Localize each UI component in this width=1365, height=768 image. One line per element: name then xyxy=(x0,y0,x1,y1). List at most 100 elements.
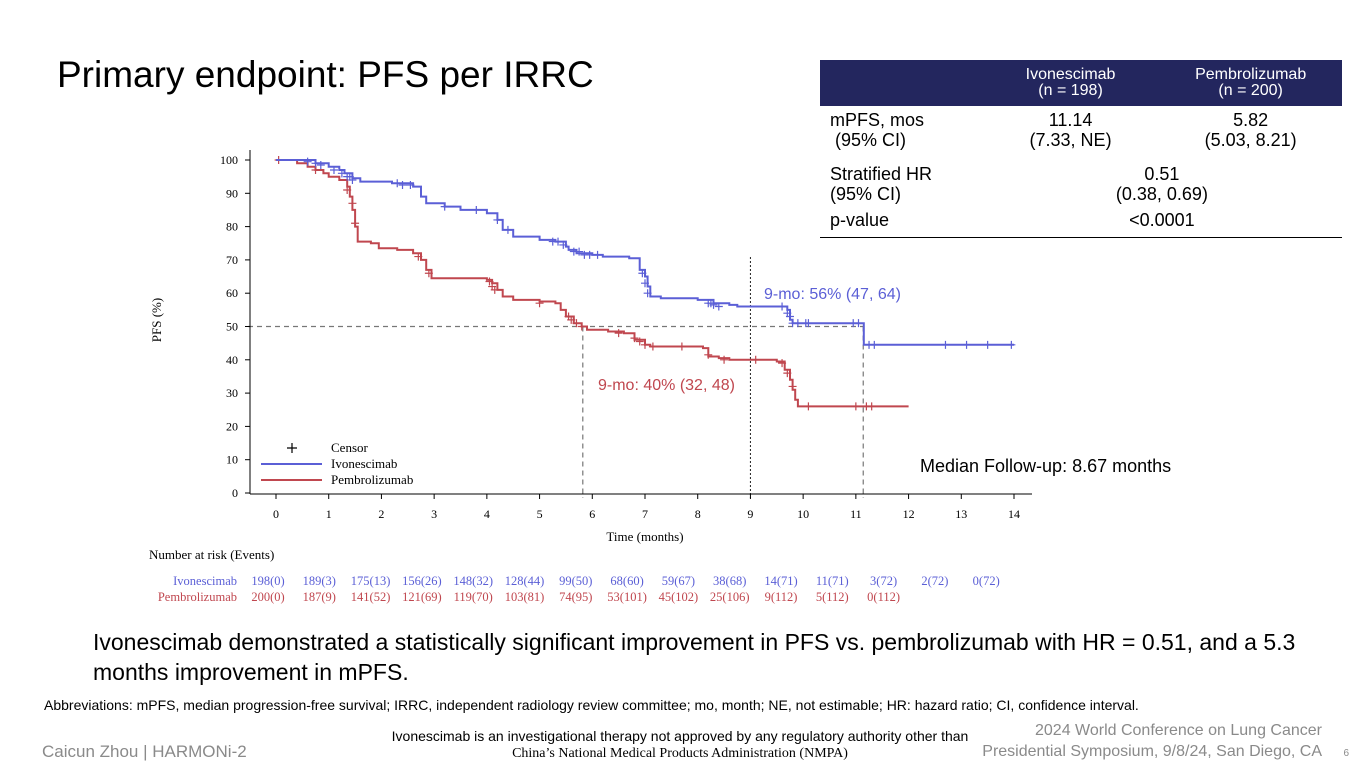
ivonescimab-censor-mark xyxy=(641,279,649,288)
risk-cell: 9(112) xyxy=(765,590,798,604)
risk-cell: 14(71) xyxy=(764,574,797,588)
pembrolizumab-censor-mark xyxy=(635,337,644,346)
legend-censor-label: Censor xyxy=(331,440,369,455)
mpfs-ivonescimab: 11.14 (7.33, NE) xyxy=(982,106,1159,160)
ivonescimab-censor-mark xyxy=(559,240,568,249)
ivonescimab-censor-mark xyxy=(337,169,346,178)
x-tick-label: 3 xyxy=(431,507,437,521)
risk-cell: 38(68) xyxy=(713,574,746,588)
ivonescimab-censor-mark xyxy=(785,312,794,321)
row-label: Stratified HR (95% CI) xyxy=(820,160,982,208)
pembrolizumab-censor-mark xyxy=(867,402,876,411)
pembrolizumab-censor-mark xyxy=(614,329,623,338)
mpfs-pembrolizumab: 5.82 (5.03, 8.21) xyxy=(1159,106,1342,160)
y-tick-label: 100 xyxy=(220,153,238,167)
ivonescimab-censor-mark xyxy=(593,250,602,259)
pembrolizumab-censor-mark xyxy=(720,355,729,364)
ivonescimab-censor-mark xyxy=(962,340,971,349)
hr-label: Stratified HR xyxy=(830,164,933,184)
risk-cell: 198(0) xyxy=(251,574,284,588)
ivonescimab-censor-mark xyxy=(348,175,357,184)
risk-cell: 3(72) xyxy=(870,574,897,588)
x-tick-label: 9 xyxy=(747,507,753,521)
table-row-hr: Stratified HR (95% CI) 0.51 (0.38, 0.69) xyxy=(820,160,1342,208)
mpfs-label: mPFS, mos xyxy=(830,110,925,130)
y-tick-label: 0 xyxy=(232,486,238,500)
conference-line2: Presidential Symposium, 9/8/24, San Dieg… xyxy=(982,743,1322,760)
reference-lines xyxy=(248,257,864,498)
median-followup-note: Median Follow-up: 8.67 months xyxy=(920,456,1171,476)
mpfs-pem-value: 5.82 xyxy=(1233,110,1269,130)
ivonescimab-censor-mark xyxy=(714,302,723,311)
y-tick-label: 30 xyxy=(226,386,238,400)
y-tick-label: 50 xyxy=(226,320,238,334)
ivonescimab-censor-mark xyxy=(983,340,992,349)
risk-cell: 68(60) xyxy=(610,574,643,588)
x-tick-label: 8 xyxy=(695,507,701,521)
y-tick-label: 20 xyxy=(226,419,238,433)
header-ivonescimab: Ivonescimab (n = 198) xyxy=(981,60,1160,106)
risk-cell: 200(0) xyxy=(251,590,284,604)
ivonescimab-censor-mark xyxy=(303,157,312,166)
ivonescimab-censor-mark xyxy=(398,180,407,189)
hr-value-cell: 0.51 (0.38, 0.69) xyxy=(982,160,1342,208)
risk-cell: 53(101) xyxy=(607,590,647,604)
ivonescimab-censor-mark xyxy=(440,202,449,211)
pembrolizumab-curve xyxy=(276,159,909,408)
page-title: Primary endpoint: PFS per IRRC xyxy=(57,54,594,95)
pembrolizumab-censor-mark xyxy=(485,277,494,286)
pembrolizumab-9mo-annotation: 9-mo: 40% (32, 48) xyxy=(598,377,735,394)
header-pembrolizumab: Pembrolizumab (n = 200) xyxy=(1159,60,1342,106)
ivonescimab-censor-mark xyxy=(804,319,813,328)
pembrolizumab-censor-mark xyxy=(804,402,813,411)
pembrolizumab-censor-mark xyxy=(490,285,499,294)
pembrolizumab-censor-mark xyxy=(414,252,423,261)
mpfs-ci-label: (95% CI) xyxy=(830,130,907,150)
ivonescimab-censor-mark xyxy=(1007,340,1016,349)
pvalue-label: p-value xyxy=(820,208,982,238)
pembrolizumab-censor-mark xyxy=(783,369,792,378)
ivonescimab-censor-mark xyxy=(554,237,563,246)
pembrolizumab-censor-mark xyxy=(630,334,639,343)
risk-cell: 189(3) xyxy=(303,574,336,588)
x-tick-label: 12 xyxy=(903,507,915,521)
risk-cell: 148(32) xyxy=(453,574,493,588)
x-tick-label: 2 xyxy=(378,507,384,521)
chart-series: 9-mo: 56% (47, 64) 9-mo: 40% (32, 48) Medi… xyxy=(274,156,1171,476)
pembrolizumab-censor-mark xyxy=(348,199,357,208)
ivonescimab-censor-mark xyxy=(854,319,863,328)
x-tick-label: 10 xyxy=(797,507,809,521)
x-tick-label: 6 xyxy=(589,507,595,521)
y-tick-label: 40 xyxy=(226,353,238,367)
mpfs-ivo-ci: (7.33, NE) xyxy=(1029,130,1112,150)
disclaimer-line2: China’s National Medical Products Admini… xyxy=(512,746,848,761)
conference-line1: 2024 World Conference on Lung Cancer xyxy=(1035,722,1322,739)
x-tick-label: 13 xyxy=(955,507,967,521)
risk-cell: 11(71) xyxy=(816,574,849,588)
table-row-pvalue: p-value <0.0001 xyxy=(820,208,1342,238)
pembrolizumab-censor-mark xyxy=(577,322,586,331)
risk-cell: 175(13) xyxy=(351,574,391,588)
header-ivonescimab-name: Ivonescimab xyxy=(1025,66,1116,83)
pembrolizumab-censor-mark xyxy=(778,359,787,368)
ivonescimab-censor-mark xyxy=(393,179,402,188)
risk-cell: 156(26) xyxy=(402,574,442,588)
y-tick-label: 10 xyxy=(226,453,238,467)
x-tick-label: 1 xyxy=(326,507,332,521)
legend-pembrolizumab-label: Pembrolizumab xyxy=(331,472,413,487)
legend-censor-icon xyxy=(287,443,297,453)
risk-cell: 25(106) xyxy=(710,590,750,604)
pvalue-value: <0.0001 xyxy=(981,208,1342,238)
risk-table-title: Number at risk (Events) xyxy=(149,547,274,562)
ivonescimab-censor-mark xyxy=(941,340,950,349)
pembrolizumab-censor-mark xyxy=(343,185,352,194)
pembrolizumab-censor-mark xyxy=(567,315,576,324)
ivonescimab-censor-mark xyxy=(585,250,594,259)
y-axis-title: PFS (%) xyxy=(149,298,164,342)
pembrolizumab-censor-mark xyxy=(572,319,581,328)
risk-table: Number at risk (Events) Ivonescimab 198(0)… xyxy=(149,547,1000,604)
ivonescimab-censor-mark xyxy=(709,300,718,309)
ivonescimab-censor-mark xyxy=(311,159,320,168)
ivonescimab-censor-mark xyxy=(643,289,652,298)
risk-cell: 5(112) xyxy=(816,590,849,604)
